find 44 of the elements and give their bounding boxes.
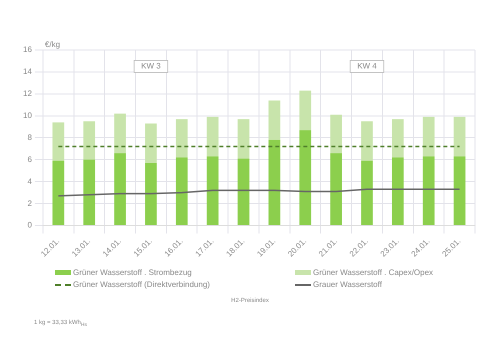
y-tick-label: 2 [27,198,32,208]
bar [206,116,219,156]
legend-label: Grüner Wasserstoff . Capex/Opex [313,268,434,277]
bar [392,119,404,158]
bar [361,160,373,225]
bar [238,119,250,159]
bar [176,157,188,225]
legend-label: Grüner Wasserstoff (Direktverbindung) [73,280,210,289]
y-tick-label: 16 [22,45,32,54]
legend-label: Grauer Wasserstoff [313,280,382,289]
bar [145,162,157,225]
y-tick-label: 6 [27,154,32,164]
bar [83,121,96,160]
bar [176,119,188,158]
bar [392,157,404,225]
bar [454,156,466,225]
annotation: KW 4 [357,62,378,71]
bar [52,160,64,225]
bar [299,130,312,225]
y-axis-title: €/kg [44,40,60,50]
bar [206,156,219,225]
annotation: KW 3 [141,62,162,71]
bar [268,100,280,140]
bar [361,121,373,161]
y-tick-label: 4 [27,176,32,186]
bar [114,114,126,154]
y-tick-label: 8 [27,132,32,142]
bar [422,116,435,156]
bar [422,156,435,225]
legend-label: Grüner Wasserstoff . Strombezug [73,268,192,277]
bar [145,123,157,163]
y-tick-label: 12 [22,89,32,98]
bar [299,90,312,130]
bar [454,116,466,156]
bar [330,114,342,154]
y-tick-label: 10 [22,111,32,120]
bar [83,160,96,225]
bar [330,153,342,225]
bar [268,140,280,225]
bar [238,158,250,225]
bar [52,122,64,161]
bar [114,153,126,225]
y-tick-label: 0 [27,220,32,230]
y-tick-label: 14 [22,67,32,76]
